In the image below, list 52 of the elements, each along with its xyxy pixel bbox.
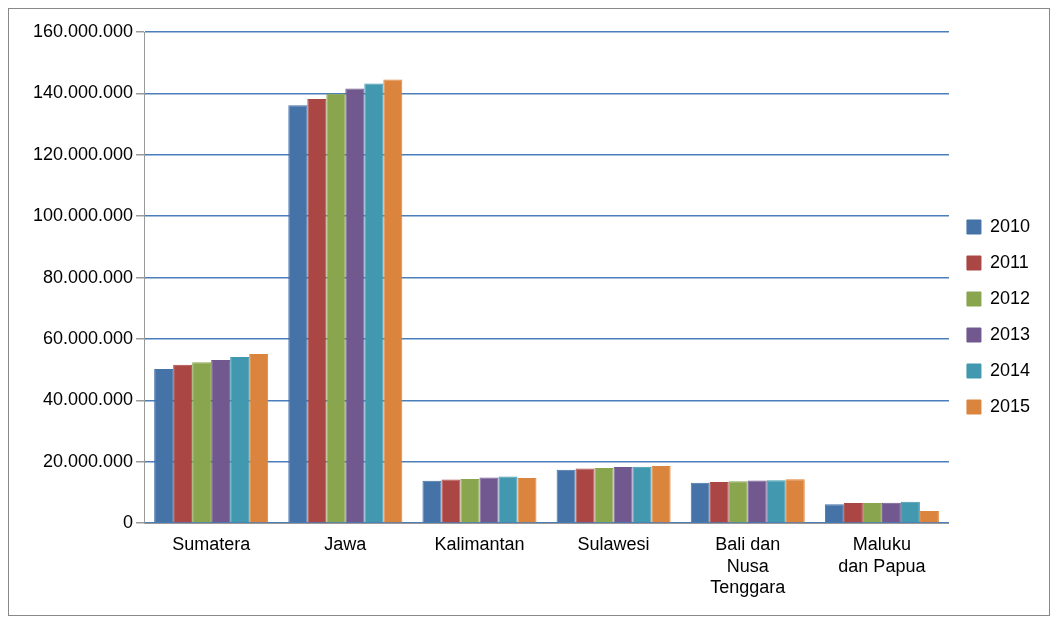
legend-label: 2012 (989, 287, 1030, 308)
bar (498, 476, 518, 523)
bar (728, 481, 748, 523)
y-tick-label: 20.000.000 (43, 450, 134, 471)
legend-label: 2014 (989, 359, 1030, 380)
bar (460, 478, 480, 523)
bar (594, 467, 614, 523)
bar (709, 482, 729, 523)
bar (766, 480, 786, 523)
bar (517, 478, 537, 523)
bar (364, 83, 384, 523)
bar (479, 477, 499, 523)
bar (249, 354, 269, 523)
y-tick-label: 0 (123, 512, 134, 533)
bar (747, 480, 767, 523)
bar (422, 480, 442, 523)
bar (785, 479, 805, 523)
legend-label: 2013 (989, 323, 1030, 344)
x-tick-label: Kalimantan (434, 533, 525, 554)
bar (613, 467, 633, 523)
bar (345, 88, 365, 523)
x-tick-label: Jawa (324, 533, 368, 554)
bar (556, 469, 576, 523)
bar (307, 98, 327, 523)
bar (326, 93, 346, 523)
bar (230, 357, 250, 523)
y-tick-label: 120.000.000 (32, 143, 134, 164)
bar (632, 466, 652, 523)
y-tick-label: 80.000.000 (43, 266, 134, 287)
bar (900, 501, 920, 523)
y-tick-label: 140.000.000 (32, 82, 134, 103)
y-tick-label: 100.000.000 (32, 205, 134, 226)
legend-label: 2010 (989, 215, 1030, 236)
x-tick-label: Bali dan Nusa Tenggara (710, 533, 787, 598)
bar (173, 364, 193, 523)
y-tick-label: 60.000.000 (43, 327, 134, 348)
legend-label: 2015 (989, 395, 1030, 416)
bar (288, 105, 308, 523)
y-tick-label: 160.000.000 (32, 20, 134, 41)
bar (154, 369, 174, 523)
legend-label: 2011 (989, 251, 1029, 272)
bar (651, 466, 671, 523)
y-tick-label: 40.000.000 (43, 389, 134, 410)
x-tick-label: Sulawesi (577, 533, 650, 554)
x-tick-label: Maluku dan Papua (838, 533, 927, 576)
bar (383, 79, 403, 523)
x-tick-label: Sumatera (172, 533, 252, 554)
bar (211, 359, 231, 523)
bar (575, 468, 595, 523)
bar (690, 482, 710, 523)
bar (441, 479, 461, 523)
bar (192, 362, 212, 523)
